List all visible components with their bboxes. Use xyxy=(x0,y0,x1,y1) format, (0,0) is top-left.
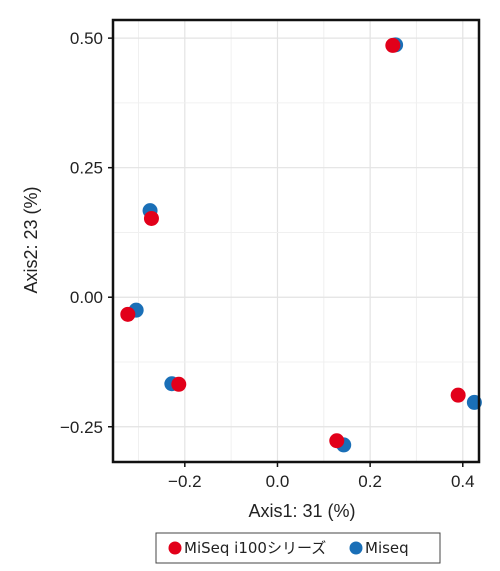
legend-marker-miseq-i100 xyxy=(168,541,182,555)
y-axis-title: Axis2: 23 (%) xyxy=(21,186,41,293)
legend-marker-miseq xyxy=(349,541,363,555)
axis-ticks: −0.2 0.0 0.2 0.4 0.50 0.25 0.00 −0.25 xyxy=(60,29,475,491)
point-miseq-i100 xyxy=(329,433,345,449)
legend-box xyxy=(155,532,441,564)
legend: MiSeq i100シリーズ Miseq xyxy=(155,532,441,564)
data-points xyxy=(120,37,482,453)
x-tick-label: 0.0 xyxy=(266,472,290,491)
x-tick-label: 0.2 xyxy=(358,472,382,491)
point-miseq-i100 xyxy=(120,306,136,322)
grid xyxy=(113,20,479,462)
plot-frame xyxy=(111,18,481,464)
y-tick-label: 0.25 xyxy=(70,159,103,178)
y-tick-label: 0.00 xyxy=(70,288,103,307)
point-miseq-i100 xyxy=(143,210,159,226)
x-tick-label: −0.2 xyxy=(168,472,202,491)
x-tick-label: 0.4 xyxy=(451,472,475,491)
legend-label-miseq-i100: MiSeq i100シリーズ xyxy=(184,539,326,557)
legend-label-miseq: Miseq xyxy=(365,539,409,557)
point-miseq-i100 xyxy=(385,37,401,53)
x-axis-title: Axis1: 31 (%) xyxy=(248,501,355,521)
y-tick-label: −0.25 xyxy=(60,418,103,437)
y-tick-label: 0.50 xyxy=(70,29,103,48)
point-miseq-i100 xyxy=(450,387,466,403)
point-miseq-i100 xyxy=(171,376,187,392)
